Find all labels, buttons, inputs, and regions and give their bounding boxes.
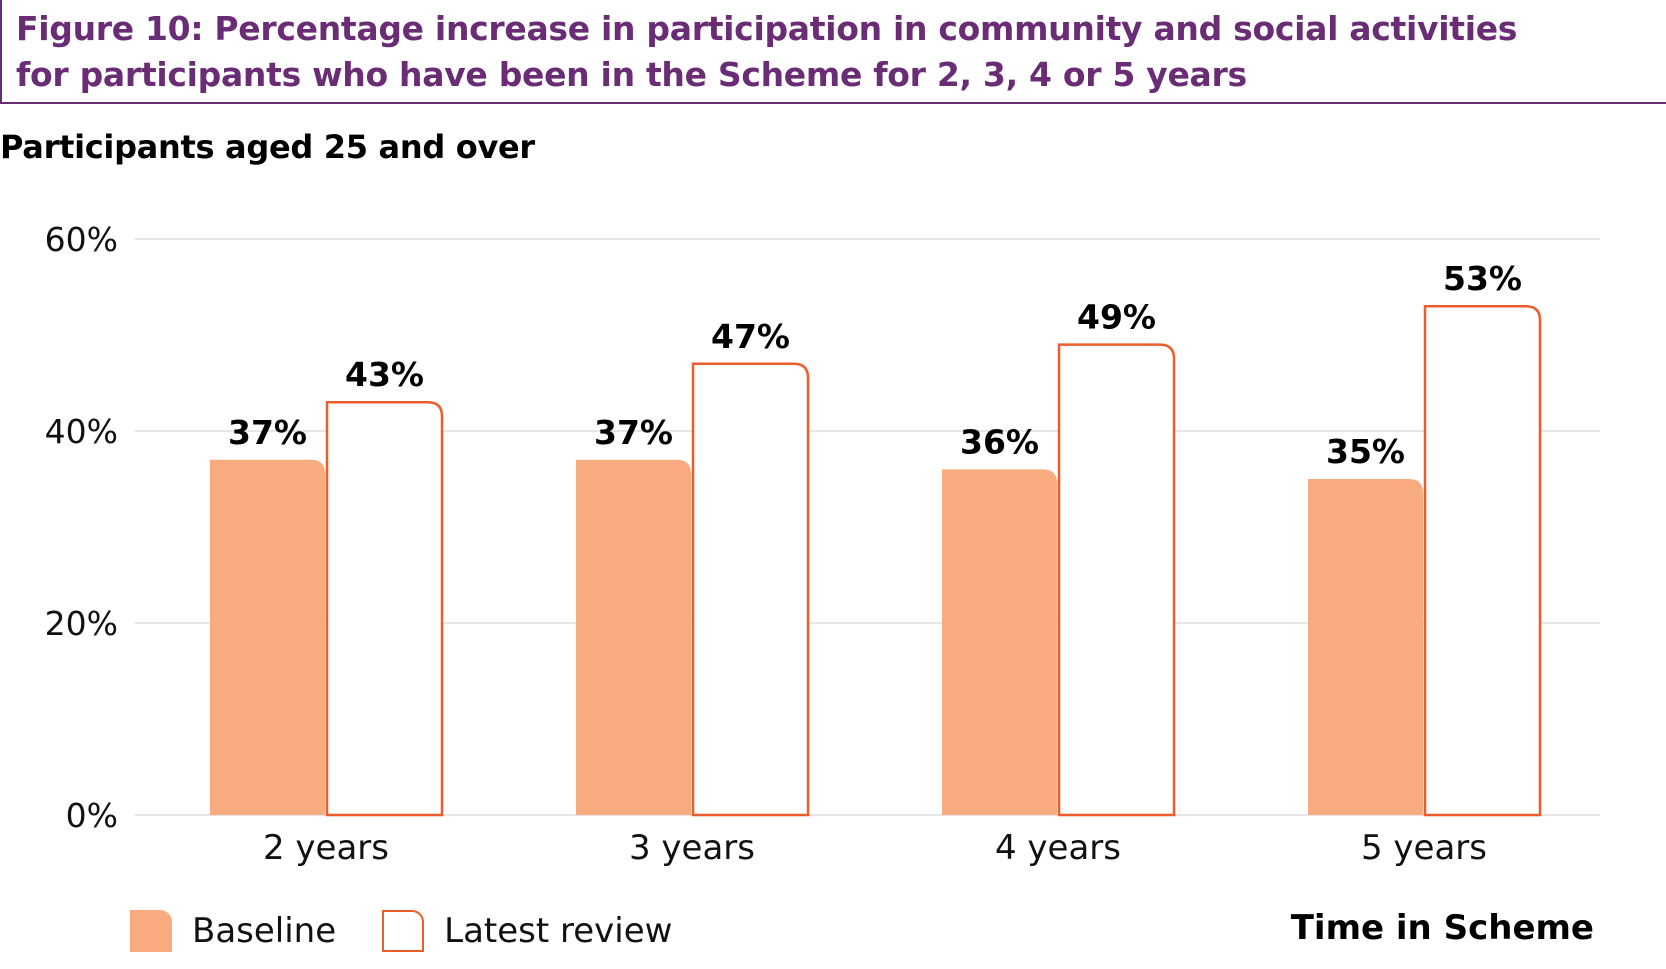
y-tick-label: 60% <box>45 220 118 259</box>
bar-latest-review-4-years <box>1057 343 1176 817</box>
y-tick-label: 0% <box>66 796 118 835</box>
bar-baseline-4-years <box>942 469 1057 815</box>
legend-item-baseline: Baseline <box>130 910 336 952</box>
x-axis-ticks: 2 years 3 years 4 years 5 years <box>263 828 1487 868</box>
y-axis-ticks: 0% 20% 40% 60% <box>45 220 118 835</box>
bar-baseline-2-years <box>210 459 325 815</box>
legend-label-baseline: Baseline <box>192 911 337 951</box>
bar-latest-review-3-years <box>691 362 810 817</box>
y-tick-label: 20% <box>45 604 118 643</box>
figure-title: Figure 10: Percentage increase in partic… <box>16 9 1518 94</box>
data-label: 53% <box>1443 259 1522 298</box>
x-tick-label: 5 years <box>1361 828 1487 868</box>
y-tick-label: 40% <box>45 412 118 451</box>
x-tick-label: 3 years <box>629 828 755 868</box>
data-label: 36% <box>960 422 1039 461</box>
legend-item-latest-review: Latest review <box>382 910 672 952</box>
legend-swatch-latest-review <box>382 910 425 952</box>
x-tick-label: 4 years <box>995 828 1121 868</box>
bar-baseline-5-years <box>1308 479 1423 815</box>
bar-latest-review-5-years <box>1423 304 1542 817</box>
x-axis-title: Time in Scheme <box>1290 908 1594 948</box>
bar-baseline-3-years <box>576 459 691 815</box>
data-label: 49% <box>1077 298 1156 337</box>
legend-swatch-baseline <box>130 910 172 952</box>
chart-legend: Baseline Latest review <box>130 905 718 957</box>
bar-latest-review-2-years <box>325 400 444 817</box>
data-label: 43% <box>345 355 424 394</box>
figure-header: Figure 10: Percentage increase in partic… <box>0 0 1666 104</box>
data-label: 47% <box>711 317 790 356</box>
data-label: 35% <box>1326 432 1405 471</box>
data-label: 37% <box>594 413 673 452</box>
chart-subtitle: Participants aged 25 and over <box>0 128 535 166</box>
legend-label-latest-review: Latest review <box>444 911 673 951</box>
x-tick-label: 2 years <box>263 828 389 868</box>
bars <box>210 304 1542 817</box>
data-labels: 37% 43% 37% 47% 36% 49% 35% 53% <box>228 259 1522 471</box>
data-label: 37% <box>228 413 307 452</box>
